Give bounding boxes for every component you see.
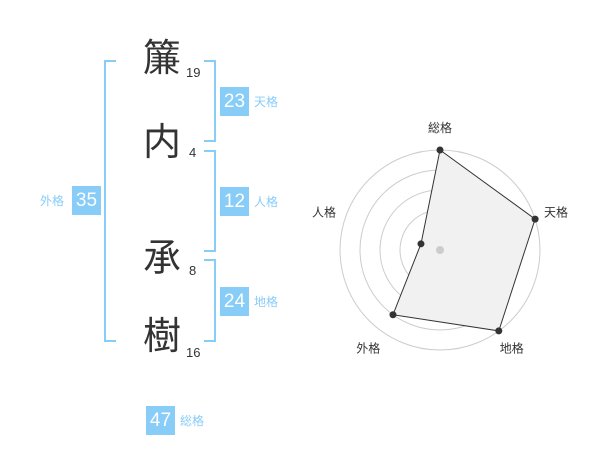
soukaku-value: 47 [146, 406, 175, 435]
radar-axis-label: 天格 [544, 204, 568, 219]
stroke-count-1: 19 [186, 65, 201, 80]
name-char-1: 簾 [142, 36, 181, 80]
radar-point [417, 240, 425, 248]
radar-point [495, 327, 503, 335]
name-char-2: 内 [142, 120, 181, 164]
radar-point [436, 146, 444, 154]
stroke-count-4: 16 [186, 345, 201, 360]
radar-axis-label: 人格 [312, 204, 336, 219]
tenkaku-label: 天格 [254, 95, 279, 109]
gaikaku-value: 35 [72, 186, 101, 215]
soukaku-label: 総格 [180, 414, 205, 428]
name-char-3: 承 [142, 236, 181, 280]
tenkaku-value: 23 [220, 87, 249, 116]
name-char-4: 樹 [142, 314, 181, 358]
gaikaku-bracket [104, 60, 116, 342]
jinkaku-bracket [204, 150, 216, 252]
radar-axis-label: 外格 [356, 341, 380, 356]
chikaku-label: 地格 [254, 295, 279, 309]
gaikaku-label: 外格 [40, 194, 65, 208]
radar-polygon [392, 149, 536, 332]
stroke-count-3: 8 [189, 263, 197, 278]
radar-axis-label: 総格 [428, 120, 452, 135]
radar-point [389, 311, 397, 319]
jinkaku-value: 12 [220, 187, 249, 216]
chikaku-bracket [204, 259, 216, 342]
chikaku-value: 24 [220, 287, 249, 316]
radar-center [436, 246, 444, 254]
tenkaku-bracket [204, 60, 216, 142]
jinkaku-label: 人格 [254, 195, 279, 209]
radar-axis-label: 地格 [500, 341, 524, 356]
radar-point [531, 215, 539, 223]
stroke-count-2: 4 [189, 145, 197, 160]
